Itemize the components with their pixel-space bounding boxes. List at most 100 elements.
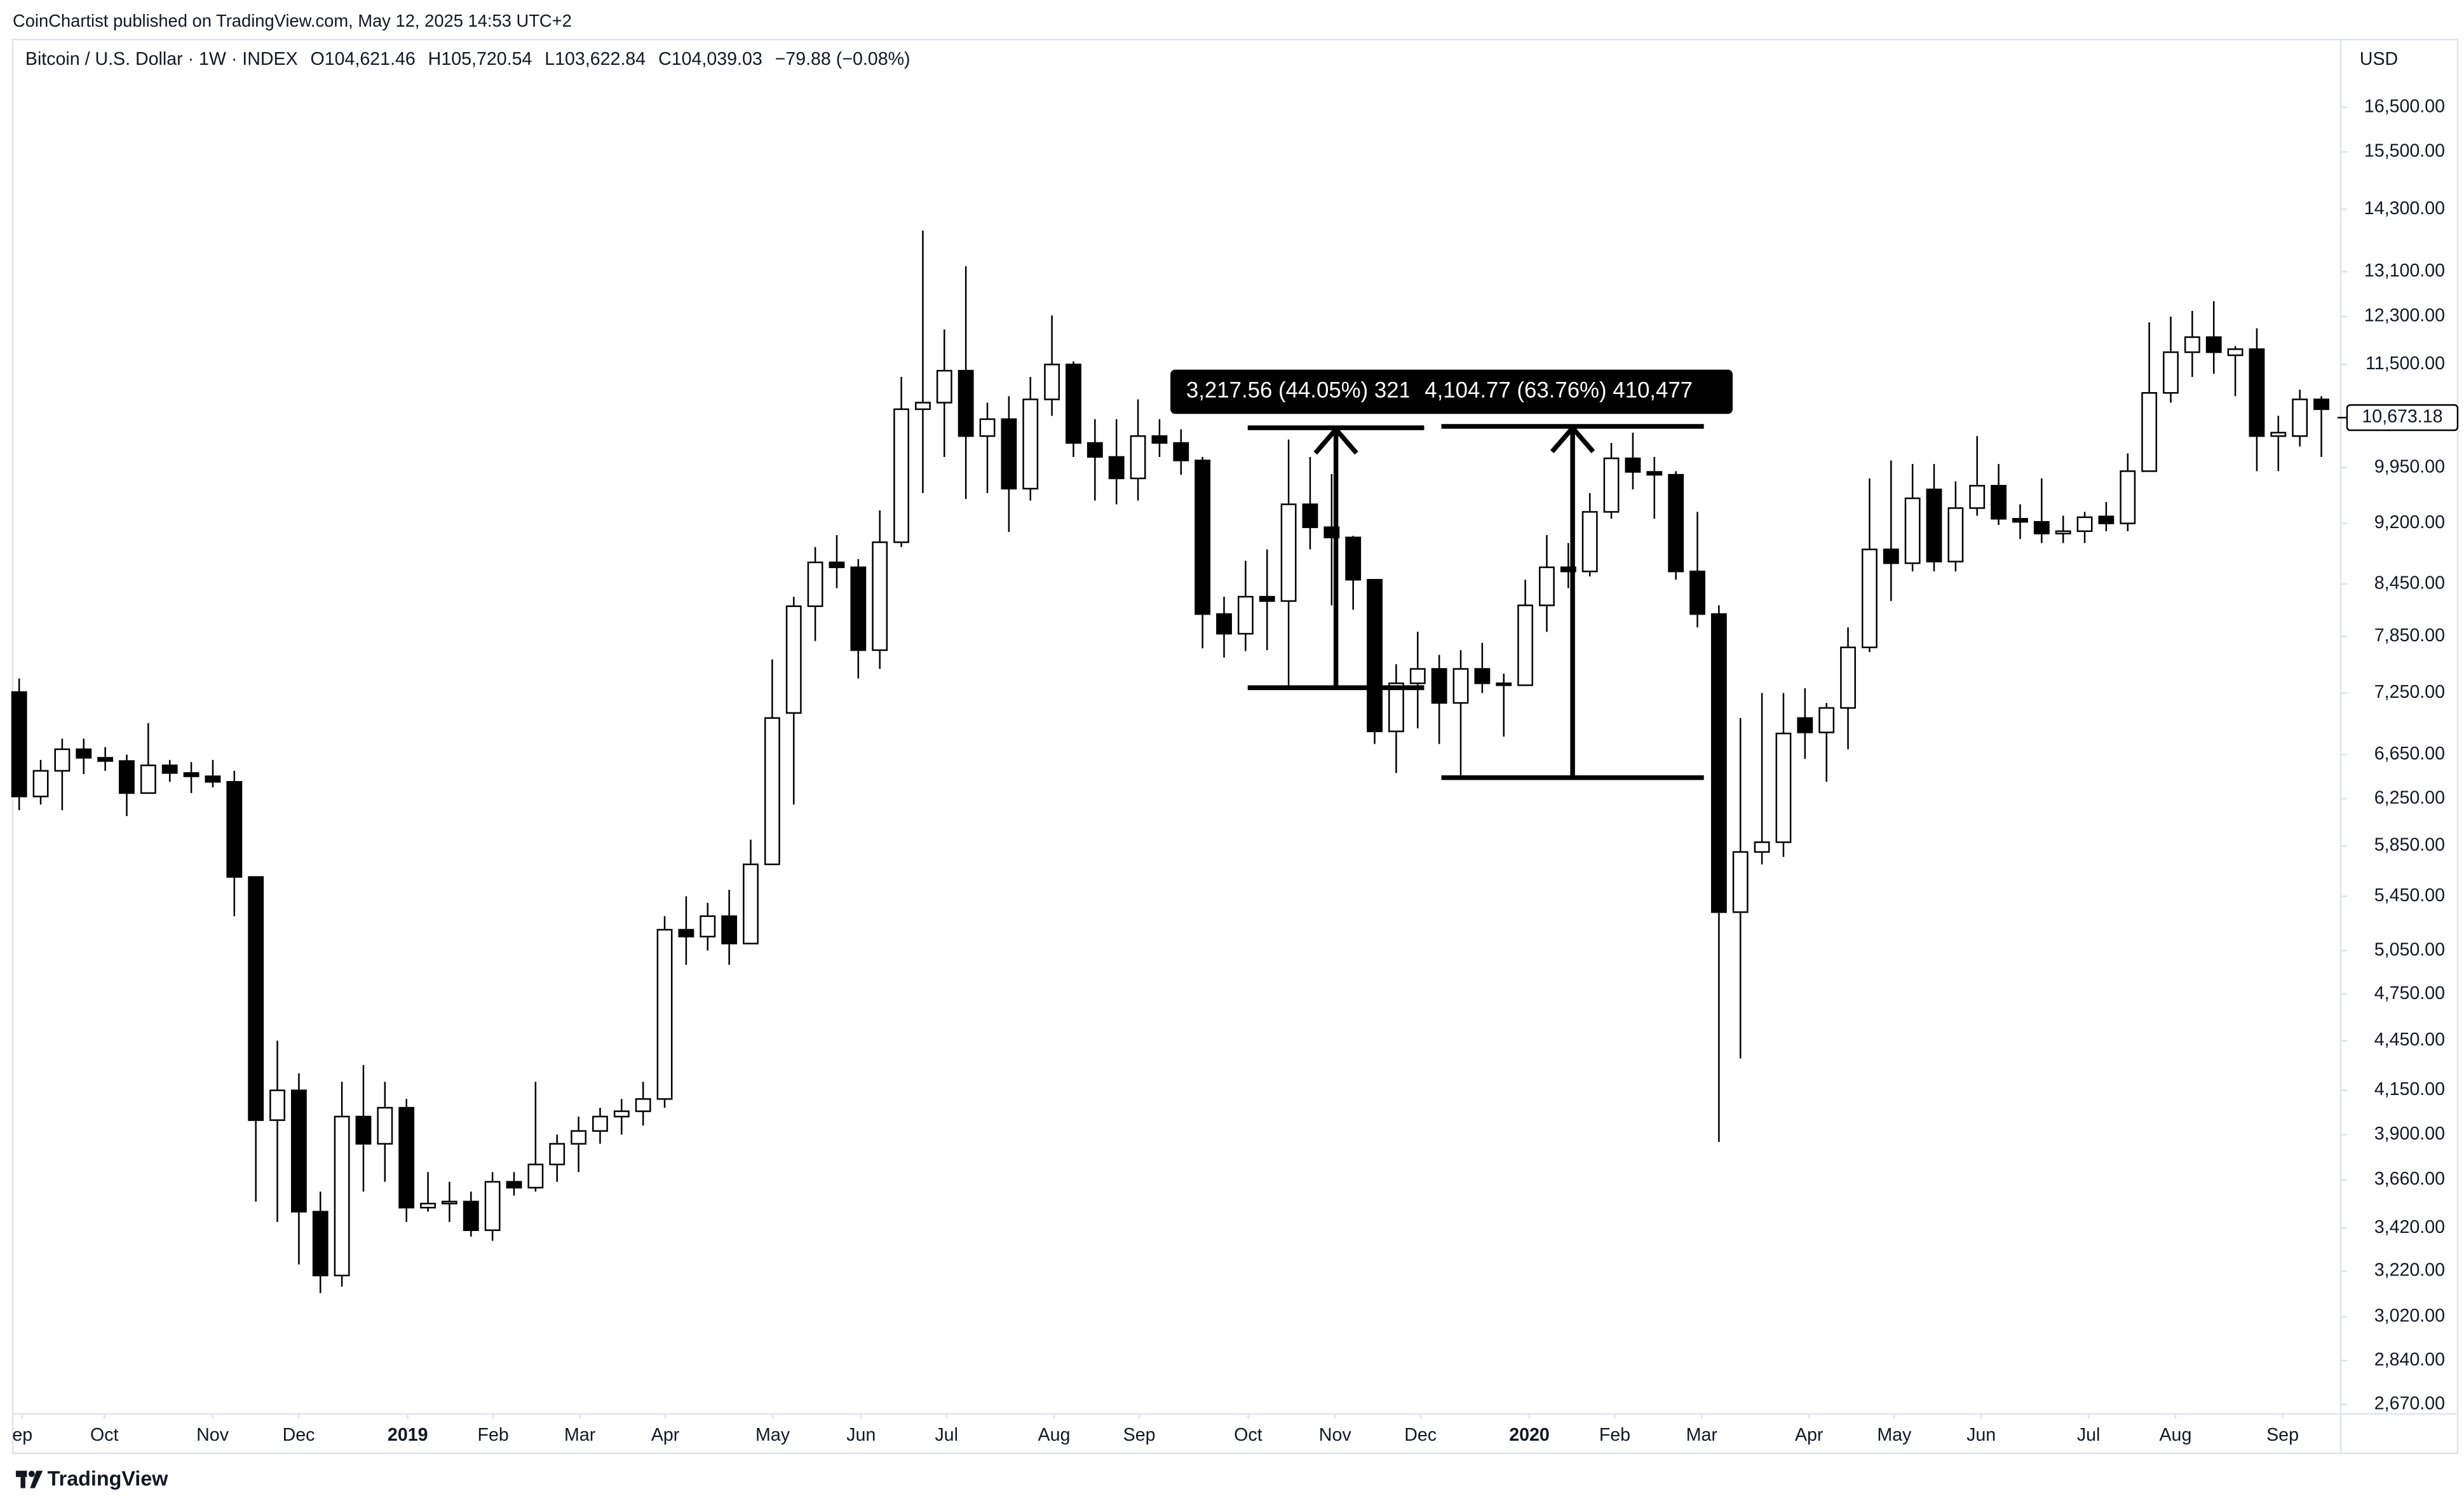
ohlc-legend-item: −79.88 (−0.08%) <box>775 49 910 69</box>
candle-body <box>1625 457 1641 473</box>
candle-body <box>2270 432 2287 437</box>
candle-body <box>1560 566 1576 573</box>
candle-body <box>549 1143 565 1166</box>
candle-body <box>1409 668 1426 684</box>
candle-body <box>764 717 780 866</box>
candle-body <box>1130 435 1146 480</box>
footer-logo <box>15 1471 43 1488</box>
candle-body <box>1517 604 1533 686</box>
candle-body <box>2120 470 2136 524</box>
x-tick-label: Sep <box>1123 1425 1156 1445</box>
candle-body <box>442 1200 457 1205</box>
candle-body <box>1581 511 1598 573</box>
candle-body <box>1861 548 1878 648</box>
candle-body <box>613 1110 630 1118</box>
x-tick-label: Jun <box>1966 1425 1996 1445</box>
candle-body <box>1775 732 1792 843</box>
candle-body <box>1108 456 1125 480</box>
x-tick-label: Nov <box>196 1425 229 1445</box>
candle-body <box>32 770 49 798</box>
candle-body <box>1539 566 1555 606</box>
candle-body <box>1603 457 1620 513</box>
x-tick-label: Oct <box>90 1425 119 1445</box>
candle-body <box>1237 595 1254 635</box>
ohlc-legend-item: O104,621.46 <box>311 49 416 69</box>
candle-body <box>1173 442 1189 461</box>
candle-body <box>355 1115 372 1145</box>
x-tick-label: Dec <box>283 1425 315 1445</box>
x-tick-label: ep <box>12 1425 32 1445</box>
candle-body <box>1646 471 1663 476</box>
candle-body <box>958 370 974 437</box>
candle-body <box>1001 418 1017 490</box>
candle-body <box>571 1130 587 1145</box>
y-tick-label: 3,900.00 <box>2374 1124 2445 1144</box>
candle-body <box>1689 570 1705 615</box>
candle-body <box>678 928 694 938</box>
candle-body <box>979 418 996 437</box>
candle-body <box>269 1089 285 1121</box>
footer-brand: TradingView <box>48 1467 169 1490</box>
candle-body <box>1926 488 1942 562</box>
y-tick-label: 4,150.00 <box>2374 1079 2445 1099</box>
measure-arrowhead <box>1313 425 1358 455</box>
candle-body <box>1431 668 1447 704</box>
candle-body <box>807 561 823 608</box>
candle-body <box>2163 351 2179 394</box>
candle-body <box>2012 518 2028 523</box>
candle-body <box>721 915 738 944</box>
candle-body <box>850 566 867 651</box>
candle-body <box>936 370 952 404</box>
measure-arrowhead <box>1550 424 1595 454</box>
x-tick-label: Aug <box>1038 1425 1071 1445</box>
candle-body <box>2098 515 2115 524</box>
candle-body <box>1818 707 1835 733</box>
candle-body <box>420 1202 436 1209</box>
x-tick-label: Nov <box>1319 1425 1352 1445</box>
y-tick-label: 13,100.00 <box>2364 261 2445 281</box>
candle-body <box>1710 613 1727 913</box>
y-tick-label: 6,650.00 <box>2374 744 2445 764</box>
candle-body <box>119 760 135 794</box>
x-tick-label: Oct <box>1234 1425 1262 1445</box>
measure-label-box <box>1409 369 1733 414</box>
candle-body <box>2141 392 2158 472</box>
candle-body <box>914 402 931 411</box>
candle-body <box>1732 851 1749 913</box>
candle-body <box>1367 579 1383 733</box>
currency: USD <box>2360 49 2398 69</box>
last-price-box <box>2346 404 2459 432</box>
x-tick-label: Jul <box>2077 1425 2101 1445</box>
candle-body <box>2184 336 2200 353</box>
candle-body <box>2055 530 2071 534</box>
candle-body <box>1969 485 1986 509</box>
candle-body <box>2292 398 2308 437</box>
y-tick-label: 3,220.00 <box>2374 1260 2445 1281</box>
y-tick-label: 15,500.00 <box>2364 141 2445 161</box>
candle-body <box>312 1211 328 1277</box>
y-tick-label: 3,660.00 <box>2374 1169 2445 1189</box>
symbol: Bitcoin / U.S. Dollar · 1W · INDEX <box>25 49 298 69</box>
candle-body <box>1947 507 1964 562</box>
y-tick-label: 7,850.00 <box>2374 625 2445 646</box>
candle-body <box>1086 442 1103 458</box>
measure-label-box <box>1170 369 1417 414</box>
candle-body <box>872 541 888 651</box>
candle-body <box>205 775 221 783</box>
candle-body <box>2033 520 2050 534</box>
candle-body <box>1280 503 1297 602</box>
candle-body <box>76 748 92 759</box>
candle-body <box>377 1106 393 1145</box>
y-tick-label: 12,300.00 <box>2364 306 2445 326</box>
candle-body <box>743 863 759 944</box>
candle-body <box>1195 459 1211 615</box>
candle-body <box>1797 717 1813 733</box>
x-tick-label: Apr <box>1795 1425 1824 1445</box>
candle-body <box>1474 668 1491 684</box>
y-tick-label: 8,450.00 <box>2374 573 2445 593</box>
x-tick-label: Sep <box>2266 1425 2299 1445</box>
y-tick-label: 11,500.00 <box>2366 353 2445 374</box>
y-tick-label: 14,300.00 <box>2364 198 2445 219</box>
y-tick-label: 3,420.00 <box>2374 1217 2445 1237</box>
x-tick-label: Mar <box>1686 1425 1718 1445</box>
